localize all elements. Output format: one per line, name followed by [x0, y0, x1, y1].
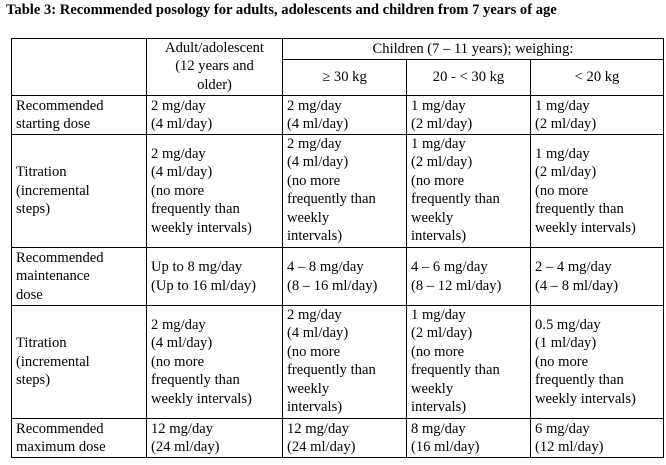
cell-adult: Up to 8 mg/day (Up to 16 ml/day): [146, 247, 283, 306]
cell-under-20: 2 – 4 mg/day (4 – 8 ml/day): [530, 247, 664, 306]
row-label: Recommended starting dose: [11, 95, 147, 135]
table-title: Table 3: Recommended posology for adults…: [6, 2, 557, 18]
row-label: Titration (incremental steps): [11, 305, 147, 419]
cell-adult: 2 mg/day (4 ml/day): [146, 95, 283, 135]
cell-20-30: 8 mg/day (16 ml/day): [406, 418, 531, 458]
cell-adult: 12 mg/day (24 ml/day): [146, 418, 283, 458]
posology-table: Adult/adolescent (12 years and older) Ch…: [11, 38, 664, 458]
table-row: Recommended maximum dose 12 mg/day (24 m…: [11, 418, 664, 458]
cell-30-plus: 4 – 8 mg/day (8 – 16 ml/day): [282, 247, 407, 306]
row-label: Recommended maintenance dose: [11, 247, 147, 306]
header-weight-under-20: < 20 kg: [530, 59, 664, 96]
header-children-group: Children (7 – 11 years); weighing:: [282, 38, 664, 60]
table-row: Recommended maintenance dose Up to 8 mg/…: [11, 247, 664, 306]
cell-30-plus: 12 mg/day (24 ml/day): [282, 418, 407, 458]
cell-20-30: 4 – 6 mg/day (8 – 12 ml/day): [406, 247, 531, 306]
header-weight-30-plus: ≥ 30 kg: [282, 59, 407, 96]
row-label: Recommended maximum dose: [11, 418, 147, 458]
table-row: Titration (incremental steps) 2 mg/day (…: [11, 134, 664, 248]
cell-under-20: 1 mg/day (2 ml/day) (no more frequently …: [530, 134, 664, 248]
table-row: Titration (incremental steps) 2 mg/day (…: [11, 305, 664, 419]
header-weight-20-30: 20 - < 30 kg: [406, 59, 531, 96]
cell-20-30: 1 mg/day (2 ml/day) (no more frequently …: [406, 305, 531, 419]
row-label: Titration (incremental steps): [11, 134, 147, 248]
cell-20-30: 1 mg/day (2 ml/day): [406, 95, 531, 135]
cell-adult: 2 mg/day (4 ml/day) (no more frequently …: [146, 134, 283, 248]
cell-20-30: 1 mg/day (2 ml/day) (no more frequently …: [406, 134, 531, 248]
header-empty-cell: [11, 38, 147, 96]
cell-adult: 2 mg/day (4 ml/day) (no more frequently …: [146, 305, 283, 419]
cell-30-plus: 2 mg/day (4 ml/day) (no more frequently …: [282, 134, 407, 248]
cell-under-20: 1 mg/day (2 ml/day): [530, 95, 664, 135]
table-row: Recommended starting dose 2 mg/day (4 ml…: [11, 95, 664, 135]
cell-under-20: 6 mg/day (12 ml/day): [530, 418, 664, 458]
cell-30-plus: 2 mg/day (4 ml/day) (no more frequently …: [282, 305, 407, 419]
header-adult: Adult/adolescent (12 years and older): [146, 38, 283, 96]
cell-30-plus: 2 mg/day (4 ml/day): [282, 95, 407, 135]
cell-under-20: 0.5 mg/day (1 ml/day) (no more frequentl…: [530, 305, 664, 419]
